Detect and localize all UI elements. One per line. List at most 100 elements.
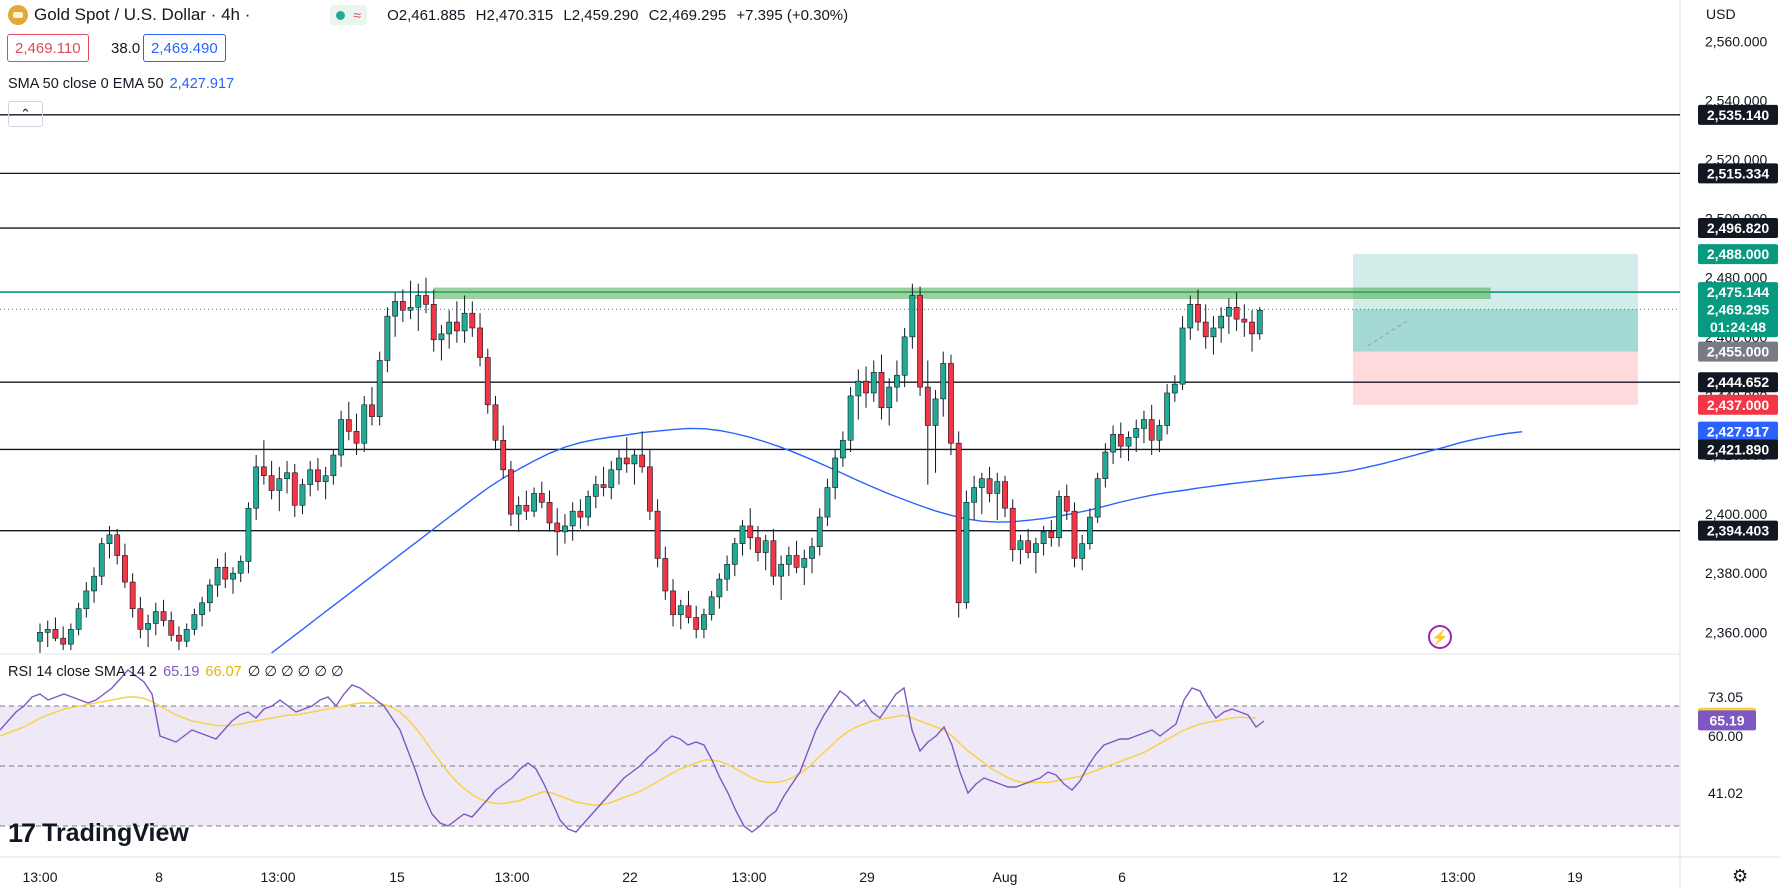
candle [446, 310, 453, 349]
candle [978, 472, 985, 515]
candle [739, 520, 746, 556]
price-axis-label-text: 2,488.000 [1707, 246, 1769, 262]
candle-body [600, 484, 607, 488]
candle-body [646, 466, 653, 512]
ohlc-close: C2,469.295 [648, 6, 727, 24]
candle [245, 502, 252, 574]
candle-body [168, 620, 175, 636]
candle [399, 289, 406, 323]
candle [701, 608, 707, 639]
candle-body [492, 404, 499, 441]
candle [824, 478, 831, 526]
chart-header: Gold Spot / U.S. Dollar · 4h · ≈ O2,461.… [0, 0, 854, 30]
buy-button[interactable]: 2,469.490 [143, 34, 226, 62]
ema-legend[interactable]: SMA 50 close 0 EMA 50 2,427.917 [8, 76, 234, 92]
price-axis-label: 2,535.140 [1698, 104, 1778, 125]
candle [538, 481, 545, 509]
candle [801, 549, 808, 586]
candle [1002, 475, 1008, 518]
candle-body [870, 371, 877, 394]
price-axis-label: 2,427.917 [1698, 421, 1778, 442]
rsi-value-badge-text: 65.19 [1709, 712, 1744, 728]
candle-body [932, 398, 939, 426]
candle [152, 602, 159, 636]
rsi-tick-label: 41.02 [1708, 785, 1743, 801]
candle-body [747, 525, 754, 539]
candle [994, 472, 1001, 521]
candle-body [917, 295, 923, 388]
candle [106, 525, 113, 559]
candle [685, 590, 692, 624]
candle [1218, 307, 1225, 343]
candle-body [37, 632, 43, 642]
time-tick-label: 12 [1332, 869, 1348, 885]
candle-body [616, 457, 622, 471]
gold-symbol-icon [8, 5, 28, 25]
rsi-legend[interactable]: RSI 14 close SMA 14 2 65.19 66.07 ∅ ∅ ∅ ∅ ∅… [8, 664, 344, 680]
candle-body [253, 466, 260, 509]
candle-body [500, 439, 507, 471]
candle [75, 602, 82, 636]
price-axis-label-bg [1698, 104, 1778, 125]
candle-body [523, 504, 530, 512]
rsi-value-badge: 65.19 [1698, 710, 1756, 731]
currency-selector[interactable]: USD [1706, 6, 1736, 22]
candle [98, 537, 105, 586]
candle-body [453, 321, 460, 332]
candle-body [60, 637, 67, 645]
candle [1148, 404, 1155, 456]
candle [955, 431, 962, 618]
candle-body [52, 629, 59, 639]
price-axis-label-bg [1698, 299, 1778, 320]
candle-body [739, 525, 746, 544]
price-axis-label: 2,469.295 [1698, 299, 1778, 320]
brand-mark: 17 [8, 818, 36, 848]
candle [1056, 490, 1062, 547]
price-axis-label-text: 2,496.820 [1707, 220, 1769, 236]
price-axis-label-bg [1698, 244, 1778, 265]
candle [515, 496, 522, 532]
price-axis-label-bg [1698, 218, 1778, 239]
candle-body [770, 540, 777, 577]
candle [1125, 431, 1132, 461]
candle-body [1117, 434, 1124, 447]
candle-body [940, 363, 947, 400]
gear-icon[interactable]: ⚙ [1732, 866, 1749, 886]
rsi-legend-value: 65.19 [163, 664, 200, 680]
price-axis-label-bg [1698, 421, 1778, 442]
candle-body [994, 481, 1001, 494]
price-axis-label: 2,421.890 [1698, 439, 1778, 460]
price-tick-label: 2,360.000 [1705, 624, 1767, 640]
symbol-title[interactable]: Gold Spot / U.S. Dollar · 4h · [34, 5, 251, 24]
candle-body [122, 555, 128, 583]
candle-body [701, 614, 707, 630]
candle-body [1164, 392, 1171, 426]
candle [948, 354, 954, 456]
candle-body [948, 363, 954, 444]
candle-body [839, 439, 846, 459]
candle [492, 395, 499, 450]
lightning-icon[interactable]: ⚡ [1428, 625, 1452, 649]
candle-body [978, 478, 985, 488]
candle [1009, 499, 1016, 562]
ema-legend-value: 2,427.917 [169, 76, 235, 92]
collapse-legend-button[interactable]: ⌃ [8, 101, 43, 127]
open-profit-zone [1353, 309, 1638, 352]
price-axis-label-bg [1698, 282, 1778, 303]
candle [1110, 425, 1116, 464]
candle-body [284, 472, 290, 479]
sell-button[interactable]: 2,469.110 [7, 34, 89, 62]
candle [608, 460, 615, 500]
candle [508, 460, 514, 526]
candle-body [955, 442, 962, 604]
candle [886, 378, 893, 426]
candle-body [863, 380, 869, 394]
candle-body [886, 386, 893, 409]
rsi-sma-legend-value: 66.07 [205, 664, 242, 680]
candle [554, 508, 561, 556]
candle-body [793, 555, 800, 568]
candle [1202, 304, 1209, 349]
candle-body [376, 360, 383, 417]
market-status[interactable]: ≈ [330, 5, 368, 25]
